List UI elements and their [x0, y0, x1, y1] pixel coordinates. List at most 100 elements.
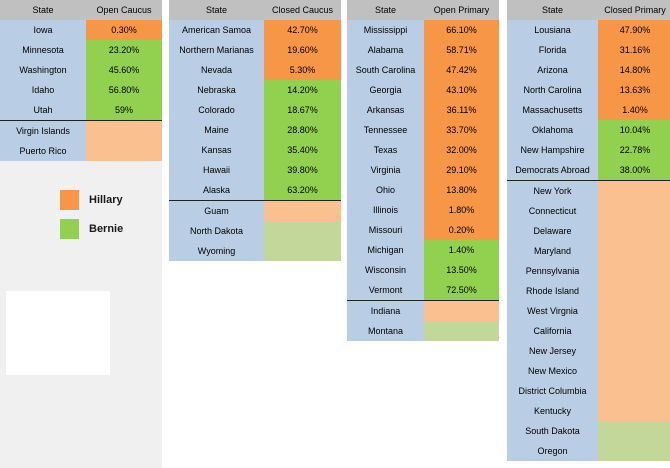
table-row: Missouri 0.20% [347, 220, 499, 240]
pending-lean-cell [598, 381, 670, 401]
table-row: Arizona 14.80% [507, 60, 670, 80]
margin-cell: 38.00% [598, 160, 670, 180]
pending-lean-cell [598, 361, 670, 381]
margin-cell: 72.50% [424, 280, 499, 300]
pending-state-cell: Maryland [507, 241, 598, 261]
pending-state-cell: Connecticut [507, 201, 598, 221]
legend-item-hillary: Hillary [60, 190, 123, 210]
legend-swatch-bernie [60, 219, 79, 239]
table-header-row: State Closed Primary [507, 0, 670, 20]
table-row: American Samoa 42.70% [169, 20, 341, 40]
pending-lean-cell [424, 301, 499, 321]
table-row: Alabama 58.71% [347, 40, 499, 60]
state-cell: Idaho [0, 80, 86, 100]
margin-cell: 33.70% [424, 120, 499, 140]
pending-lean-cell [598, 321, 670, 341]
pending-lean-cell [598, 261, 670, 281]
table-open-caucus: State Open Caucus Iowa 0.30% Minnesota 23.20%… [0, 0, 162, 161]
margin-cell: 47.90% [598, 20, 670, 40]
table-row: Idaho 56.80% [0, 80, 162, 100]
pending-row: Indiana [347, 300, 499, 321]
margin-cell: 19.60% [264, 40, 341, 60]
margin-cell: 39.80% [264, 160, 341, 180]
pending-state-cell: Puerto Rico [0, 141, 86, 161]
margin-cell: 1.40% [598, 100, 670, 120]
pending-lean-cell [424, 321, 499, 341]
pending-state-cell: New Jersey [507, 341, 598, 361]
table-closed-primary: State Closed Primary Lousiana 47.90% Florida… [507, 0, 670, 461]
state-cell: Alaska [169, 180, 264, 200]
margin-cell: 36.11% [424, 100, 499, 120]
pending-row: North Dakota [169, 221, 341, 241]
table-row: Wisconsin 13.50% [347, 260, 499, 280]
pending-state-cell: Pennsylvania [507, 261, 598, 281]
column-header-type: Closed Primary [598, 0, 670, 20]
pending-lean-cell [264, 201, 341, 221]
state-cell: Florida [507, 40, 598, 60]
pending-row: Guam [169, 200, 341, 221]
pending-row: Delaware [507, 221, 670, 241]
pending-lean-cell [264, 221, 341, 241]
margin-cell: 14.20% [264, 80, 341, 100]
table-row: Florida 31.16% [507, 40, 670, 60]
pending-lean-cell [598, 241, 670, 261]
table-row: Vermont 72.50% [347, 280, 499, 300]
pending-row: California [507, 321, 670, 341]
state-cell: Arkansas [347, 100, 424, 120]
state-cell: Washington [0, 60, 86, 80]
table-row: Mississippi 66.10% [347, 20, 499, 40]
state-cell: Michigan [347, 240, 424, 260]
table-row: Arkansas 36.11% [347, 100, 499, 120]
pending-lean-cell [598, 441, 670, 461]
pending-row: New York [507, 180, 670, 201]
pending-row: Virgin Islands [0, 120, 162, 141]
pending-row: Montana [347, 321, 499, 341]
pending-lean-cell [598, 421, 670, 441]
pending-state-cell: New York [507, 181, 598, 201]
margin-cell: 45.60% [86, 60, 162, 80]
table-open-primary: State Open Primary Mississippi 66.10% Alabam… [347, 0, 499, 341]
table-row: Oklahoma 10.04% [507, 120, 670, 140]
pending-state-cell: Indiana [347, 301, 424, 321]
pending-state-cell: North Dakota [169, 221, 264, 241]
pending-row: Kentucky [507, 401, 670, 421]
state-cell: Massachusetts [507, 100, 598, 120]
pending-row: District Columbia [507, 381, 670, 401]
margin-cell: 13.50% [424, 260, 499, 280]
state-cell: Arizona [507, 60, 598, 80]
margin-cell: 1.80% [424, 200, 499, 220]
state-cell: Nebraska [169, 80, 264, 100]
margin-cell: 5.30% [264, 60, 341, 80]
margin-cell: 42.70% [264, 20, 341, 40]
state-cell: Maine [169, 120, 264, 140]
margin-cell: 23.20% [86, 40, 162, 60]
column-header-type: Open Caucus [86, 0, 162, 20]
pending-row: Oregon [507, 441, 670, 461]
state-cell: Northern Marianas [169, 40, 264, 60]
pending-row: New Mexico [507, 361, 670, 381]
state-cell: Ohio [347, 180, 424, 200]
margin-cell: 28.80% [264, 120, 341, 140]
table-header-row: State Open Caucus [0, 0, 162, 20]
pending-lean-cell [598, 301, 670, 321]
pending-lean-cell [598, 341, 670, 361]
pending-row: Pennsylvania [507, 261, 670, 281]
table-row: Illinois 1.80% [347, 200, 499, 220]
margin-cell: 0.20% [424, 220, 499, 240]
state-cell: South Carolina [347, 60, 424, 80]
table-row: South Carolina 47.42% [347, 60, 499, 80]
pending-row: Puerto Rico [0, 141, 162, 161]
table-row: Ohio 13.80% [347, 180, 499, 200]
state-cell: Virginia [347, 160, 424, 180]
column-header-type: Closed Caucus [264, 0, 341, 20]
table-row: Lousiana 47.90% [507, 20, 670, 40]
state-cell: Minnesota [0, 40, 86, 60]
margin-cell: 10.04% [598, 120, 670, 140]
table-header-row: State Open Primary [347, 0, 499, 20]
margin-cell: 0.30% [86, 20, 162, 40]
pending-lean-cell [86, 141, 162, 161]
margin-cell: 35.40% [264, 140, 341, 160]
table-row: Iowa 0.30% [0, 20, 162, 40]
margin-cell: 32.00% [424, 140, 499, 160]
state-cell: Nevada [169, 60, 264, 80]
